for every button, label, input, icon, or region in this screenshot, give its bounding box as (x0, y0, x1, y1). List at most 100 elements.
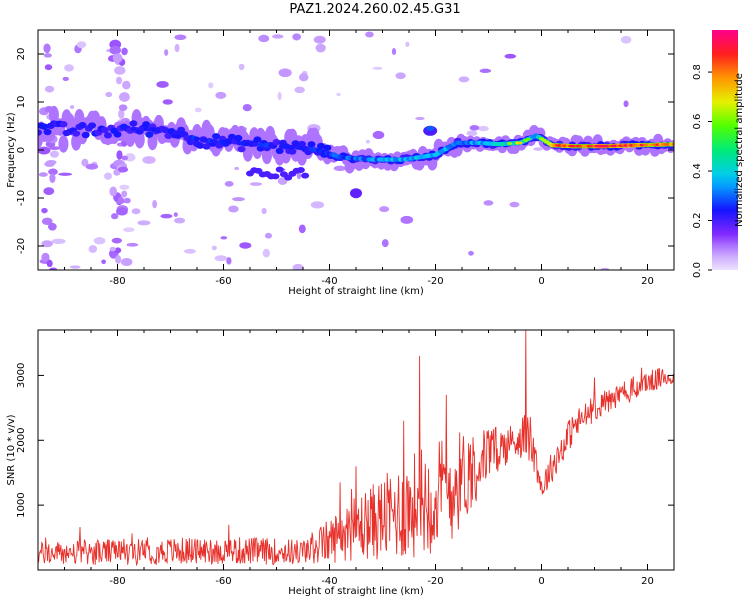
x-tick-label: -80 (109, 576, 125, 587)
noise-blob (299, 73, 309, 82)
noise-blob (483, 200, 494, 206)
noise-blob (234, 166, 240, 171)
noise-blob (174, 43, 180, 53)
x-axis-label: Height of straight line (km) (288, 286, 424, 297)
noise-blob (239, 242, 252, 249)
y-tick-label: 10 (16, 96, 27, 109)
noise-blob (142, 156, 156, 164)
y-tick-label: 20 (16, 48, 27, 61)
ridge-core (297, 145, 304, 151)
noise-blob (310, 201, 325, 209)
noise-blob (623, 100, 629, 108)
noise-blob (38, 172, 48, 177)
noise-blob (214, 255, 228, 262)
noise-blob (111, 213, 119, 220)
ridge-peak (507, 142, 513, 145)
x-tick-label: -20 (427, 276, 443, 287)
ridge-branch (296, 167, 305, 174)
noise-blob (44, 161, 55, 167)
ridge-mid (253, 136, 262, 143)
ridge-mid (81, 131, 90, 139)
noise-blob (43, 53, 52, 58)
ridge-mid (234, 134, 243, 142)
x-tick-label: -40 (321, 576, 337, 587)
noise-blob (220, 236, 228, 240)
x-tick-label: 0 (538, 576, 544, 587)
ridge-mid (113, 131, 122, 138)
noise-blob (333, 165, 347, 172)
ridge-core (281, 144, 288, 149)
noise-blob (468, 250, 474, 256)
noise-blob (533, 147, 544, 151)
noise-blob (156, 81, 169, 88)
noise-blob (152, 200, 158, 209)
ridge-branch (426, 125, 435, 131)
noise-blob (105, 91, 113, 98)
noise-blob (46, 259, 53, 268)
noise-blob (292, 263, 304, 270)
noise-blob (111, 237, 122, 244)
noise-blob (123, 227, 135, 233)
noise-blob (121, 155, 129, 161)
x-tick-label: 20 (641, 276, 654, 287)
noise-blob (62, 76, 69, 81)
colorbar-tick-label: 0.2 (692, 213, 703, 229)
noise-blob (226, 257, 232, 265)
x-axis-label: Height of straight line (km) (288, 586, 424, 597)
noise-blob (264, 232, 273, 239)
noise-blob (277, 92, 282, 101)
ridge-core (268, 143, 275, 148)
ridge-mid (317, 142, 326, 150)
snr-series-line (38, 330, 674, 567)
ridge-core (212, 139, 219, 144)
ridge-halo (134, 130, 145, 149)
noise-blob (41, 240, 53, 248)
ridge-mid (78, 121, 87, 129)
noise-blob (381, 239, 389, 248)
noise-blob (242, 103, 252, 112)
noise-blob (466, 130, 478, 137)
ridge-core (239, 141, 246, 146)
ridge-mid (40, 123, 49, 130)
colorbar-tick-label: 0.4 (692, 163, 703, 179)
noise-blob (69, 265, 81, 269)
x-tick-label: -20 (427, 576, 443, 587)
noise-blob (122, 80, 131, 90)
colorbar-tick-label: 0.0 (692, 262, 703, 278)
ridge-mid (307, 141, 316, 148)
noise-blob (112, 53, 123, 64)
y-tick-label: 3000 (16, 363, 27, 388)
noise-blob (215, 91, 227, 99)
noise-blob (160, 213, 173, 219)
noise-blob (164, 49, 169, 56)
ridge-mid (38, 129, 42, 136)
ridge-halo (261, 146, 272, 165)
noise-blob (49, 173, 56, 184)
noise-blob (49, 150, 59, 158)
noise-blob (415, 116, 425, 121)
plot-frame-2 (37, 329, 675, 571)
noise-blob (365, 139, 370, 144)
y-tick-label: 1000 (16, 492, 27, 517)
noise-blob (379, 206, 390, 213)
noise-blob (124, 153, 136, 162)
noise-blob (183, 248, 196, 254)
noise-blob (458, 76, 470, 83)
noise-blob (70, 105, 75, 109)
noise-blob (600, 267, 610, 270)
ridge-peak (525, 137, 531, 141)
ridge-mid (297, 140, 306, 148)
noise-blob (313, 35, 326, 44)
noise-blob (249, 182, 263, 186)
heatmap-blobs (38, 31, 674, 270)
noise-blob (400, 215, 414, 224)
ridge-peak (671, 142, 674, 146)
noise-blob (118, 104, 128, 111)
noise-blob (173, 217, 186, 224)
colorbar-tick-label: 0.8 (692, 64, 703, 80)
noise-blob (278, 68, 292, 78)
ridge-core (257, 142, 264, 147)
noise-blob (118, 109, 125, 119)
noise-blob (224, 181, 234, 187)
noise-blob (162, 99, 173, 105)
